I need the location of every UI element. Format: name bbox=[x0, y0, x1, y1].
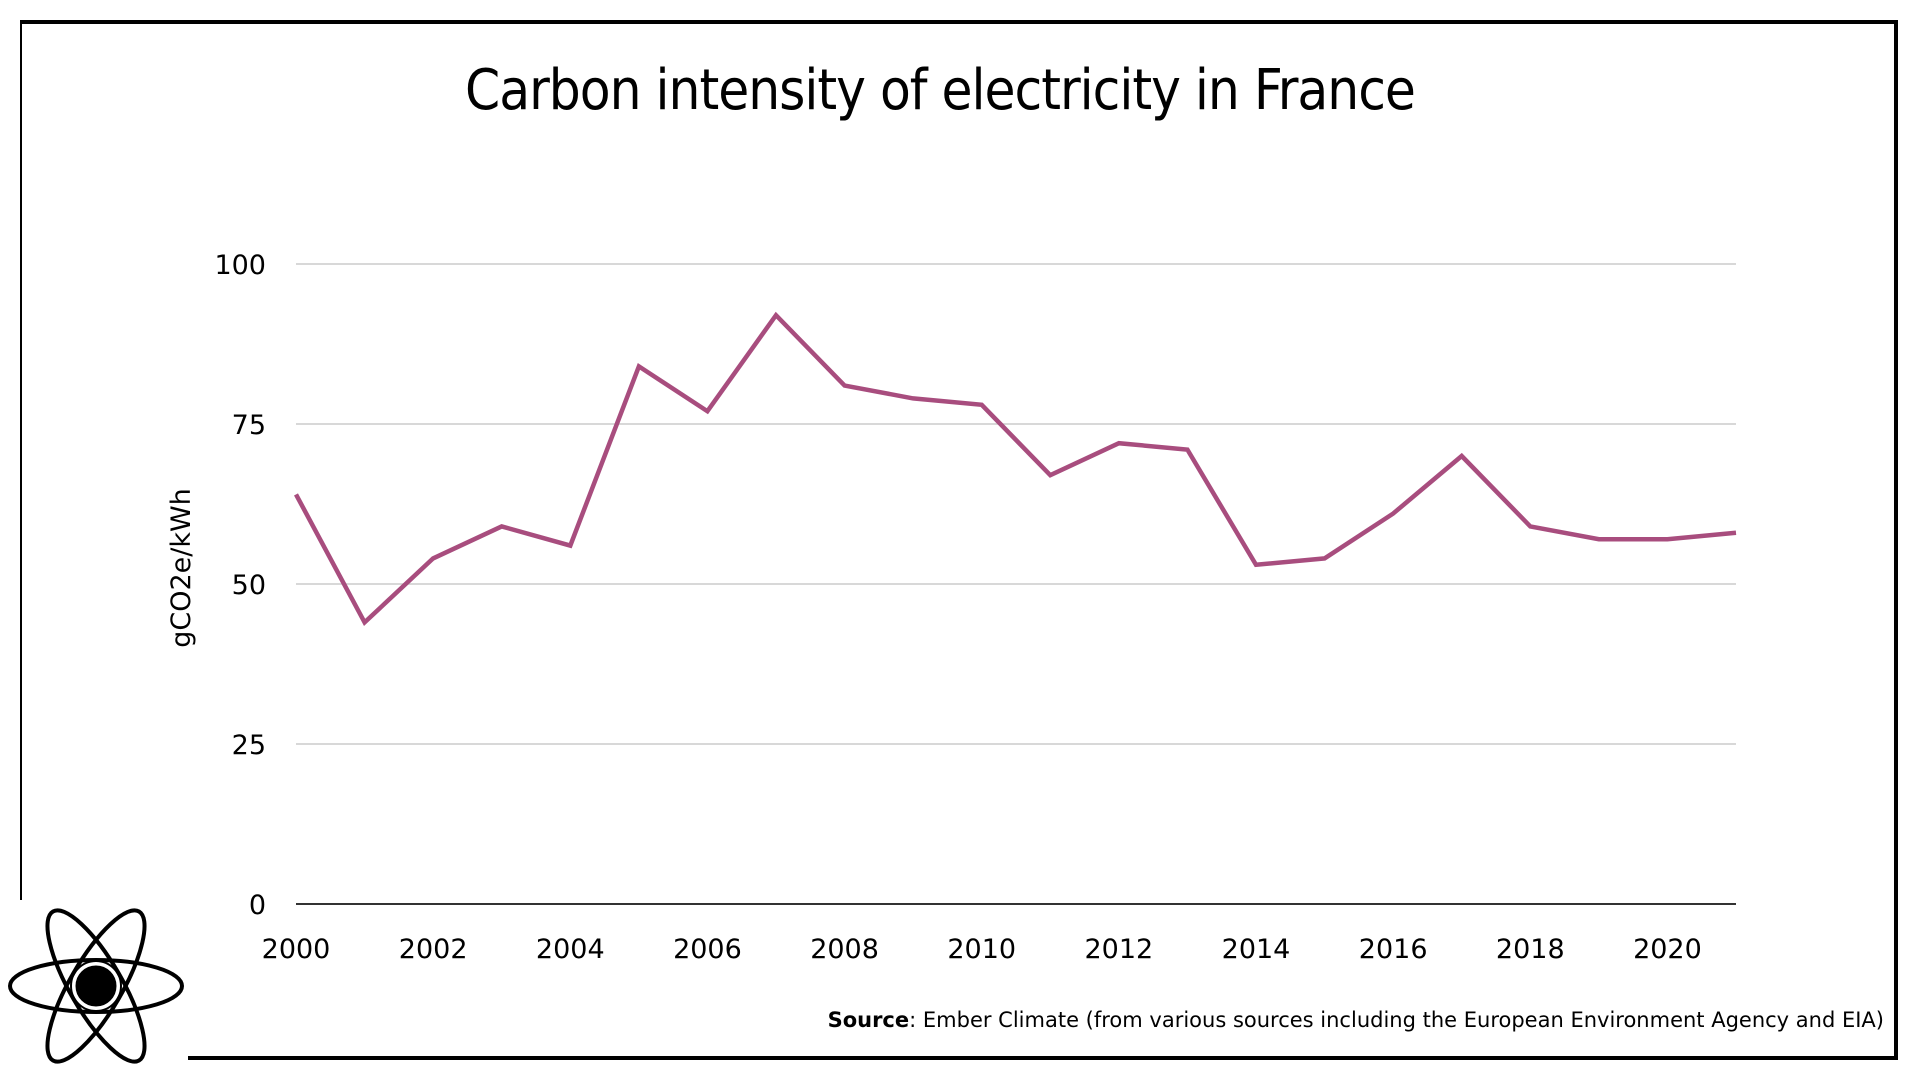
y-tick-label: 75 bbox=[232, 410, 266, 441]
y-axis-label: gCO2e/kWh bbox=[166, 488, 197, 648]
y-tick-label: 25 bbox=[232, 730, 266, 761]
source-label: Source bbox=[827, 1008, 910, 1032]
chart-frame bbox=[20, 20, 1900, 1060]
y-tick-label: 100 bbox=[214, 250, 266, 281]
chart-title: Carbon intensity of electricity in Franc… bbox=[465, 58, 1416, 123]
x-tick-label: 2016 bbox=[1359, 934, 1428, 965]
y-tick-label: 0 bbox=[249, 890, 266, 921]
x-tick-label: 2010 bbox=[947, 934, 1016, 965]
x-tick-label: 2000 bbox=[262, 934, 331, 965]
y-tick-label: 50 bbox=[232, 570, 266, 601]
x-tick-label: 2018 bbox=[1496, 934, 1565, 965]
x-tick-label: 2014 bbox=[1222, 934, 1291, 965]
source-note: Source: Ember Climate (from various sour… bbox=[828, 1008, 1884, 1032]
x-tick-label: 2020 bbox=[1633, 934, 1702, 965]
source-text: : Ember Climate (from various sources in… bbox=[909, 1008, 1884, 1032]
series-line-0 bbox=[294, 311, 1737, 627]
frame-border bbox=[20, 20, 1898, 1060]
x-tick-label: 2012 bbox=[1084, 934, 1153, 965]
x-tick-label: 2004 bbox=[536, 934, 605, 965]
x-tick-label: 2002 bbox=[399, 934, 468, 965]
x-tick-label: 2006 bbox=[673, 934, 742, 965]
atom-icon bbox=[8, 908, 184, 1064]
x-tick-label: 2008 bbox=[810, 934, 879, 965]
